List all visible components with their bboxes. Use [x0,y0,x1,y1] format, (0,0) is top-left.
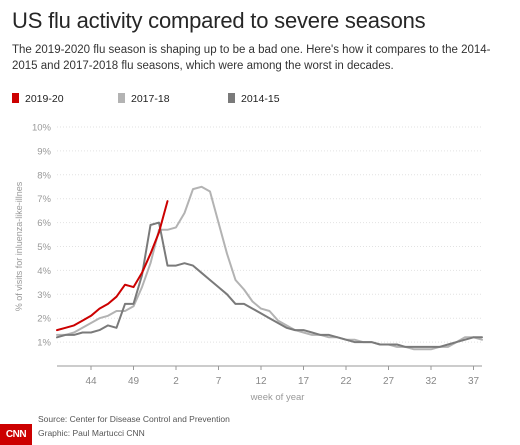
credit-note: Graphic: Paul Martucci CNN [38,428,145,438]
x-tick-label: 12 [255,376,267,387]
legend-label: 2019-20 [25,93,64,105]
y-tick-label: 10% [32,123,52,134]
y-tick-label: 4% [37,266,51,277]
y-tick-label: 5% [37,242,51,253]
legend-label: 2017-18 [131,93,170,105]
y-tick-label: 2% [37,314,51,325]
y-tick-label: 9% [37,146,51,157]
legend-swatch [12,93,19,103]
legend-label: 2014-15 [241,93,280,105]
y-tick-label: 6% [37,218,51,229]
cnn-logo: CNN [0,424,32,445]
series-line [56,185,483,351]
x-tick-label: 44 [85,376,97,387]
legend-swatch [118,93,125,103]
x-tick-label: 27 [383,376,395,387]
chart-title: US flu activity compared to severe seaso… [12,8,426,33]
series-line [56,200,169,332]
y-axis-label: % of visits for inluenza-like-illnes [14,181,24,311]
chart-subtitle: The 2019-2020 flu season is shaping up t… [12,44,491,72]
y-tick-label: 1% [37,338,51,349]
series-line [56,221,483,348]
x-tick-label: 32 [425,376,437,387]
x-tick-label: 22 [340,376,352,387]
x-tick-label: 37 [468,376,480,387]
x-tick-label: 49 [128,376,140,387]
x-axis-label: week of year [250,392,305,403]
y-tick-label: 3% [37,290,51,301]
flu-chart: 1%2%3%4%5%6%7%8%9%10%44 49 2 7 12 17 22 27 32 37w… [12,93,483,403]
x-tick-label: 17 [298,376,310,387]
x-tick-label: 2 [173,376,179,387]
x-tick-label: 7 [216,376,222,387]
y-tick-label: 8% [37,170,51,181]
source-note: Source: Center for Disease Control and P… [38,414,230,424]
y-tick-label: 7% [37,194,51,205]
legend-swatch [228,93,235,103]
